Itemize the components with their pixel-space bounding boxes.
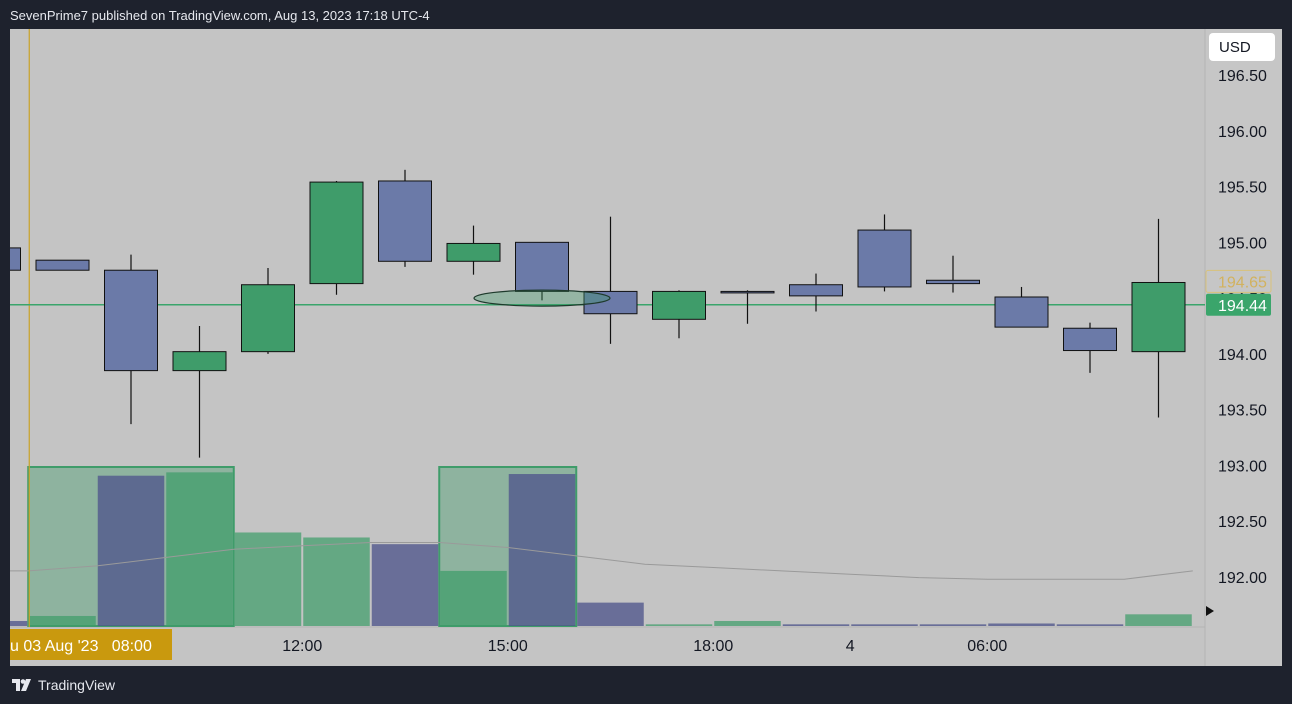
candle (10, 247, 21, 271)
time-tick-label: 4 (846, 638, 855, 655)
candle (515, 241, 569, 301)
candle (241, 267, 295, 354)
previous-price-badge (1205, 269, 1272, 293)
candle-body (1063, 327, 1117, 352)
volume-bar (919, 624, 987, 626)
volume-bar (29, 615, 96, 626)
candle-body (35, 259, 90, 271)
candle-body (720, 290, 775, 294)
candle (994, 286, 1049, 328)
candle-body (583, 290, 638, 315)
candle (378, 169, 432, 267)
previous-price-label: 194.65 (1218, 274, 1267, 291)
candle-body (926, 279, 980, 285)
ellipse-annotation (473, 289, 611, 307)
time-tick-label: 06:00 (967, 638, 1007, 655)
candle (926, 255, 980, 293)
volume-bar (166, 472, 233, 626)
price-tick-label: 193.00 (1218, 458, 1267, 475)
publisher-caption: SevenPrime7 published on TradingView.com… (10, 8, 430, 23)
plot-area (10, 29, 1205, 627)
chart-area[interactable]: 196.50196.00195.50195.00194.50194.00193.… (10, 29, 1282, 666)
price-scale-background (1205, 29, 1282, 666)
price-tick-label: 195.50 (1218, 180, 1267, 197)
candle-body (515, 241, 569, 292)
footer-brand-label: TradingView (38, 677, 116, 693)
price-tick-label: 196.00 (1218, 124, 1267, 141)
candle (583, 216, 638, 344)
volume-bar (782, 624, 850, 626)
scroll-realtime-arrow-icon (1206, 606, 1214, 616)
candle-body (446, 242, 501, 262)
candle-body (994, 296, 1049, 328)
volume-bar (303, 537, 370, 626)
volume-bar (10, 620, 28, 626)
price-tick-label: 196.50 (1218, 68, 1267, 85)
candle-body (789, 284, 843, 297)
volume-bar (1056, 624, 1124, 626)
volume-bar (988, 623, 1055, 626)
candle (446, 225, 501, 275)
tradingview-logo-icon (12, 679, 32, 691)
candle (1063, 322, 1117, 373)
currency-selector[interactable]: USD (1209, 33, 1275, 61)
candle-body (652, 290, 706, 320)
candle-body (378, 180, 432, 262)
price-tick-label: 192.00 (1218, 570, 1267, 587)
volume-bar (714, 620, 781, 626)
crosshair-date-label: u 03 Aug '23 08:00 (10, 638, 152, 655)
candle (309, 180, 364, 295)
candle-body (104, 269, 158, 372)
candle-body (857, 229, 912, 288)
volume-bar (97, 475, 165, 626)
current-price-badge (1206, 293, 1271, 316)
time-tick-label: 12:00 (282, 638, 322, 655)
time-tick-label: 15:00 (488, 638, 528, 655)
volume-bar (371, 544, 439, 626)
price-tick-label: 195.00 (1218, 235, 1267, 252)
candle (104, 254, 158, 425)
price-tick-label: 194.00 (1218, 347, 1267, 364)
candlestick-chart[interactable]: 196.50196.00195.50195.00194.50194.00193.… (10, 29, 1282, 666)
candle (652, 290, 706, 339)
candle-body (10, 247, 21, 271)
volume-bar (508, 474, 576, 626)
price-tick-label: 192.50 (1218, 514, 1267, 531)
volume-bar (577, 602, 644, 626)
candle-body (309, 181, 364, 285)
candle-body (1131, 281, 1186, 353)
candle-body (241, 284, 295, 353)
volume-bar (234, 532, 302, 626)
volume-bar (645, 624, 713, 626)
volume-bar (851, 624, 918, 626)
volume-ma-line (10, 542, 1193, 580)
candle (789, 273, 843, 312)
current-price-label: 194.44 (1218, 298, 1267, 315)
volume-bar (440, 570, 507, 626)
crosshair-date-badge (10, 629, 172, 660)
candle (720, 290, 775, 324)
candle (1131, 218, 1186, 418)
time-tick-label: 18:00 (693, 638, 733, 655)
candle-body (172, 351, 227, 372)
volume-bar (1125, 614, 1192, 626)
candle (172, 326, 227, 458)
footer-brand: TradingView (12, 677, 115, 693)
price-tick-label: 193.50 (1218, 403, 1267, 420)
candle (35, 259, 90, 271)
candle (857, 214, 912, 292)
